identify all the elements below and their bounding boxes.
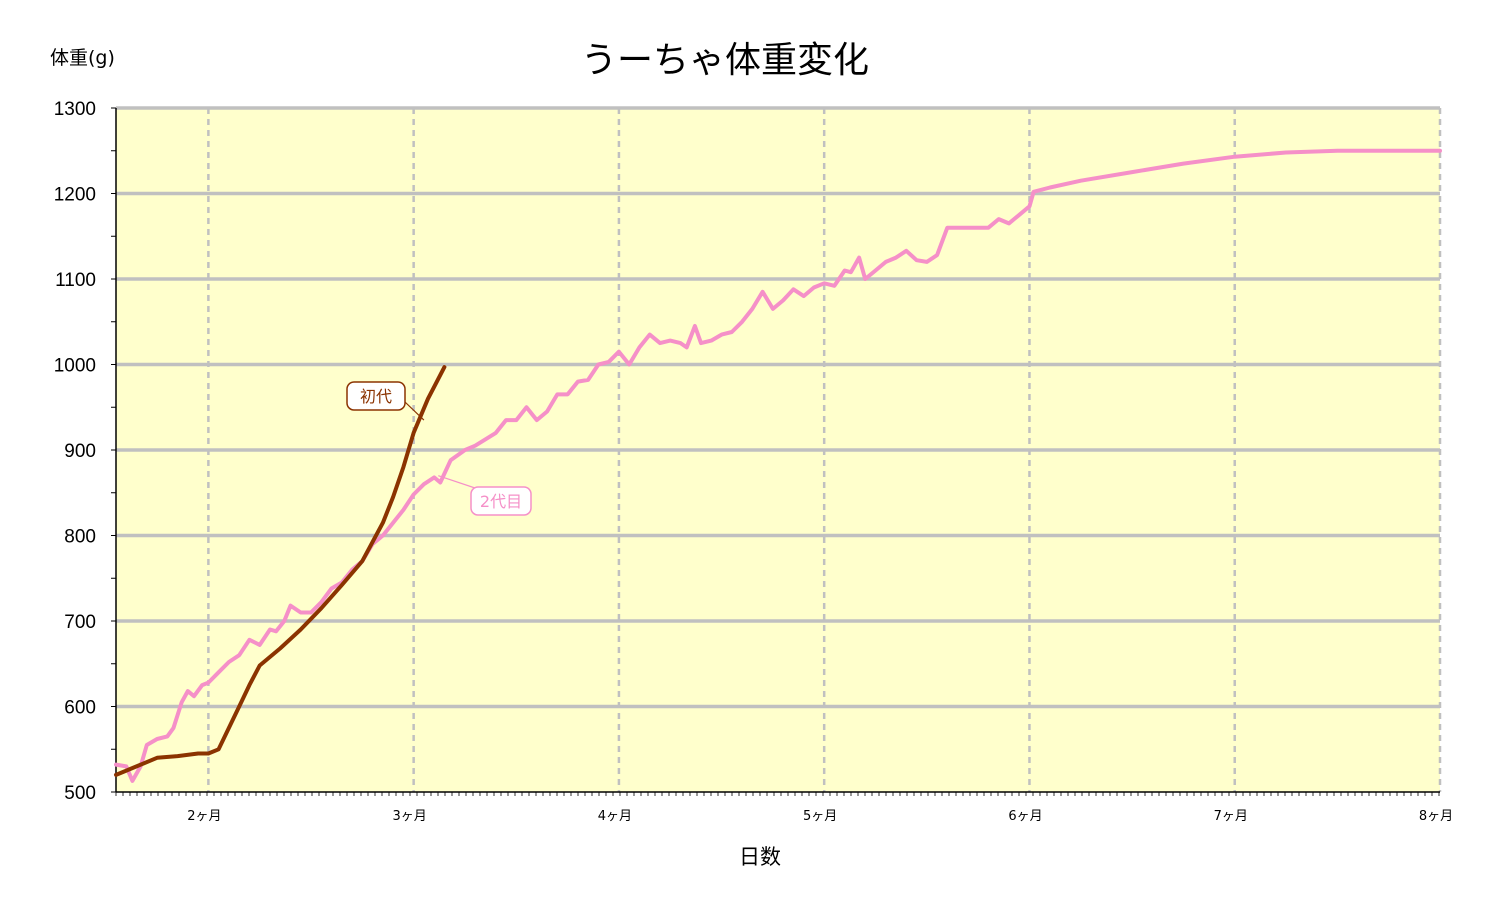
series-line-shodai	[114, 365, 447, 777]
y-tick-label: 600	[64, 698, 96, 719]
x-tick-label: 2ヶ月	[187, 809, 221, 824]
annotation-text: 2代目	[480, 492, 522, 511]
y-tick-label: 1300	[54, 99, 96, 120]
y-tick-label: 800	[64, 527, 96, 548]
annotation-leader	[438, 475, 479, 490]
series-group	[114, 148, 1442, 783]
x-tick-label: 3ヶ月	[393, 809, 427, 824]
y-tick-label: 1000	[54, 356, 96, 377]
y-tick-label: 500	[64, 783, 96, 804]
x-tick-label: 6ヶ月	[1008, 809, 1042, 824]
y-tick-label: 1200	[54, 185, 96, 206]
annotation-box	[470, 486, 532, 516]
series-line-nidaime	[114, 148, 1442, 783]
annotations: 初代 2代目	[346, 381, 532, 516]
annotation-shodai: 初代	[346, 381, 425, 421]
annotation-box	[346, 381, 406, 411]
grid	[116, 106, 1442, 792]
chart-title: うーちゃ体重変化	[581, 40, 869, 81]
y-tick-label: 700	[64, 612, 96, 633]
x-tick-label: 5ヶ月	[803, 809, 837, 824]
annotation-text: 初代	[360, 387, 392, 406]
axes: 500 600 700 800 900 1000 1100 1200 1300 2ヶ月 3ヶ月 4ヶ月…	[54, 99, 1453, 824]
x-tick-label: 7ヶ月	[1214, 809, 1248, 824]
x-tick-label: 4ヶ月	[598, 809, 632, 824]
x-tick-label: 8ヶ月	[1419, 809, 1453, 824]
annotation-leader	[404, 401, 425, 421]
y-tick-label: 1100	[55, 270, 96, 291]
y-axis-label: 体重(g)	[50, 47, 115, 69]
annotation-nidaime: 2代目	[438, 475, 532, 516]
x-axis-label: 日数	[739, 845, 781, 869]
y-tick-label: 900	[64, 441, 96, 462]
